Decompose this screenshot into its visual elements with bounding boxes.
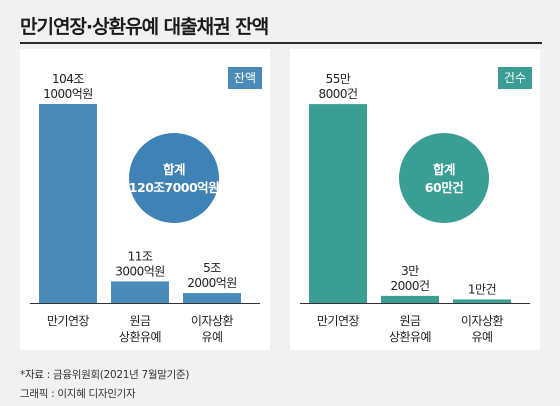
- category-label-2: 원금 상환유예: [119, 314, 161, 344]
- bar-1: [309, 104, 367, 303]
- bar-2: [381, 295, 439, 303]
- total-label: 합계 60만건: [425, 162, 463, 195]
- category-label-1: 만기연장: [317, 314, 360, 328]
- category-label-3: 이자상환 유예: [191, 314, 234, 344]
- bar-2: [111, 281, 169, 303]
- balance-tag: 잔액: [227, 67, 262, 89]
- total-circle: [129, 133, 219, 223]
- total-label: 합계 120조7000억원: [129, 162, 219, 195]
- chart-title: 만기연장·상환유예 대출채권 잔액: [20, 16, 269, 38]
- category-label-3: 이자상환 유예: [461, 314, 504, 344]
- category-label-1: 만기연장: [47, 314, 90, 328]
- bar-1: [39, 104, 97, 303]
- value-label-2: 11조 3000억원: [115, 249, 165, 278]
- title-divider: [20, 42, 542, 44]
- value-label-2: 3만 2000건: [390, 264, 429, 293]
- value-label-1: 55만 8000건: [318, 72, 357, 101]
- graphic-credit: 그래픽 : 이지혜 디자인기자: [20, 388, 136, 400]
- value-label-3: 1만건: [468, 282, 496, 296]
- total-circle: [399, 133, 489, 223]
- value-label-1: 104조 1000억원: [43, 72, 93, 101]
- source-note: *자료 : 금융위원회(2021년 7월말기준): [20, 369, 190, 381]
- bar-3: [453, 299, 511, 303]
- bar-3: [183, 293, 241, 303]
- category-label-2: 원금 상환유예: [389, 314, 431, 344]
- value-label-3: 5조 2000억원: [187, 261, 237, 290]
- count-tag: 건수: [497, 67, 532, 89]
